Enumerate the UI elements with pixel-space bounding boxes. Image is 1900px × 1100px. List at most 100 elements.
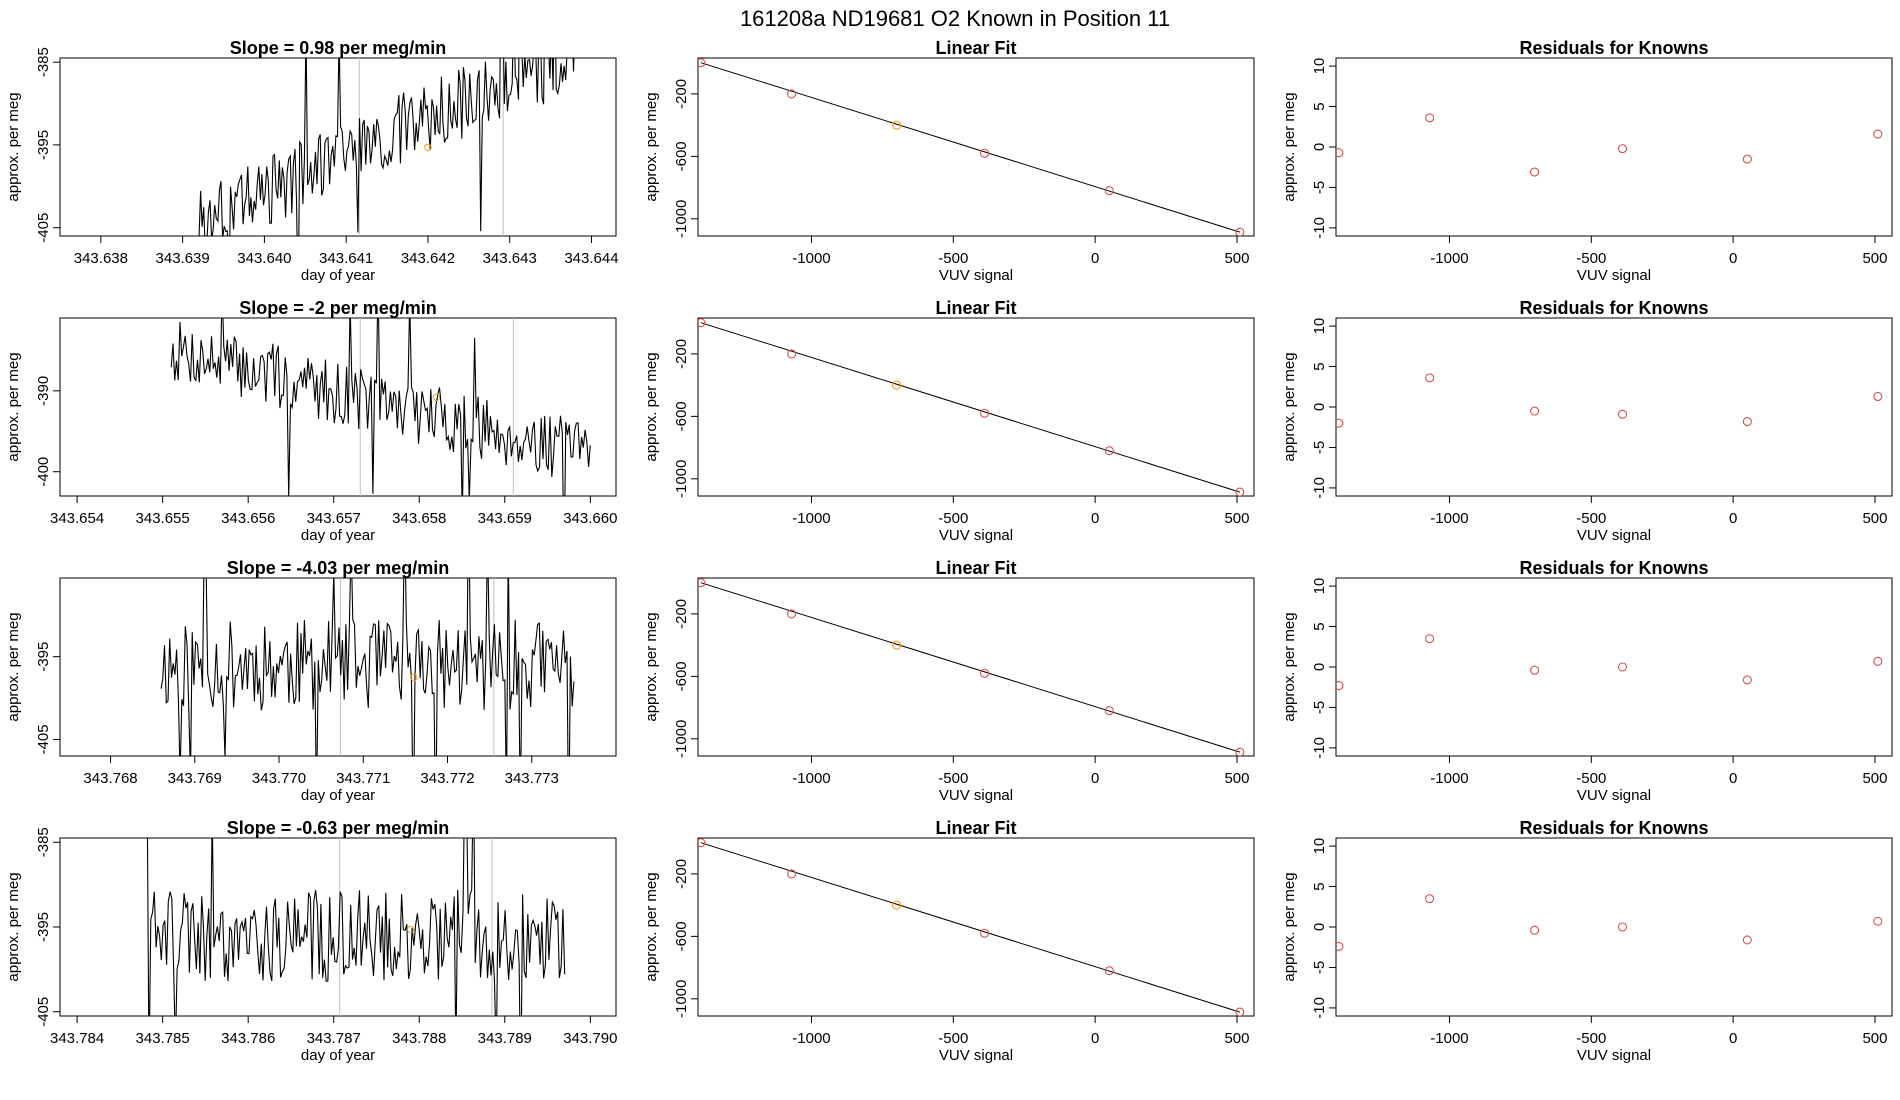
- x-tick-label: 0: [1091, 1030, 1099, 1047]
- chart-title: Linear Fit: [935, 818, 1016, 838]
- plot-area: [1336, 373, 1883, 428]
- x-tick-label: 343.789: [478, 1030, 532, 1047]
- data-point: [1742, 675, 1752, 685]
- plot-frame: [59, 577, 617, 757]
- data-point: [698, 578, 706, 588]
- data-point: [1425, 894, 1435, 904]
- x-tick-label: 343.790: [563, 1030, 617, 1047]
- time-series-line: [146, 838, 566, 1016]
- x-tick-label: 343.660: [563, 510, 617, 527]
- y-tick-label: -1000: [673, 720, 690, 758]
- plot-frame: [59, 837, 617, 1017]
- data-point: [1873, 656, 1883, 666]
- chart-title: Residuals for Knowns: [1519, 38, 1708, 58]
- y-axis-label: approx. per meg: [1281, 612, 1298, 721]
- panel-grid: Slope = 0.98 per meg/min 343.638 343.639 34…: [5, 38, 1893, 1064]
- x-tick-label: -500: [938, 250, 968, 267]
- data-point: [698, 838, 706, 848]
- x-tick-label: 343.658: [392, 510, 446, 527]
- data-point: [787, 89, 797, 99]
- x-tick-label: 343.638: [74, 250, 128, 267]
- x-tick-label: 343.772: [420, 770, 474, 787]
- data-point: [787, 609, 797, 619]
- x-tick-label: 343.773: [505, 770, 559, 787]
- x-tick-label: 343.642: [401, 250, 455, 267]
- data-point: [1336, 941, 1344, 951]
- chart-title: Slope = -2 per meg/min: [239, 298, 437, 318]
- x-tick-label: 343.655: [136, 510, 190, 527]
- y-tick-label: -405: [35, 997, 52, 1027]
- data-point: [1104, 446, 1114, 456]
- data-point: [892, 380, 902, 390]
- data-point: [1235, 227, 1245, 236]
- x-tick-label: 500: [1862, 1030, 1887, 1047]
- fit-line: [700, 842, 1240, 1013]
- data-point: [1104, 186, 1114, 196]
- plot-frame: [697, 317, 1255, 497]
- data-point: [892, 900, 902, 910]
- chart-title: Slope = -0.63 per meg/min: [227, 818, 450, 838]
- y-axis-label: approx. per meg: [5, 352, 22, 461]
- plot-frame: [59, 57, 617, 237]
- data-point: [1617, 409, 1628, 419]
- y-tick-label: -390: [35, 376, 52, 406]
- chart-title: Residuals for Knowns: [1519, 558, 1708, 578]
- y-tick-label: -385: [35, 47, 52, 77]
- x-tick-label: 343.768: [83, 770, 137, 787]
- y-tick-label: -400: [35, 457, 52, 487]
- plot-frame: [1335, 577, 1893, 757]
- x-tick-label: 343.659: [478, 510, 532, 527]
- x-axis-label: VUV signal: [1577, 1047, 1651, 1064]
- x-axis-label: VUV signal: [1577, 527, 1651, 544]
- plot-area: [698, 578, 1245, 756]
- data-point: [1235, 1007, 1245, 1016]
- chart-title: Slope = 0.98 per meg/min: [230, 38, 447, 58]
- page-title: 161208a ND19681 O2 Known in Position 11: [740, 6, 1170, 31]
- y-tick-label: -405: [35, 213, 52, 243]
- x-tick-label: 0: [1729, 250, 1737, 267]
- chart-panel-1-1: Slope = 0.98 per meg/min 343.638 343.639 34…: [5, 38, 619, 284]
- y-tick-label: -10: [1311, 997, 1328, 1019]
- x-tick-label: 343.770: [252, 770, 306, 787]
- x-tick-label: 343.657: [307, 510, 361, 527]
- x-tick-label: -500: [938, 510, 968, 527]
- data-point: [1425, 634, 1435, 644]
- x-tick-label: 343.784: [50, 1030, 104, 1047]
- data-point: [1336, 681, 1344, 691]
- plot-area: [198, 58, 575, 236]
- y-tick-label: 0: [1311, 923, 1328, 931]
- y-tick-label: -395: [35, 130, 52, 160]
- data-point: [979, 928, 990, 938]
- y-tick-label: -1000: [673, 460, 690, 498]
- plot-area: [170, 318, 591, 496]
- data-point: [787, 349, 797, 359]
- x-tick-label: -1000: [792, 770, 830, 787]
- highlight-point: [410, 673, 418, 682]
- time-series-line: [198, 58, 575, 236]
- y-tick-label: -1000: [673, 200, 690, 238]
- data-point: [698, 58, 706, 68]
- x-tick-label: 343.769: [168, 770, 222, 787]
- y-tick-label: -10: [1311, 737, 1328, 759]
- chart-panel-4-1: Slope = -0.63 per meg/min 343.784 343.785 3…: [5, 818, 617, 1064]
- chart-panel-2-2: Linear Fit -1000 -500 0 500 VUV signal -200 -60…: [643, 298, 1255, 544]
- chart-panel-2-1: Slope = -2 per meg/min 343.654 343.655 343.…: [5, 298, 617, 544]
- x-tick-label: 343.641: [319, 250, 373, 267]
- y-tick-label: -600: [673, 661, 690, 691]
- plot-frame: [59, 317, 617, 497]
- y-axis-label: approx. per meg: [1281, 872, 1298, 981]
- data-point: [979, 668, 990, 678]
- x-tick-label: -500: [1576, 1030, 1606, 1047]
- chart-panel-1-2: Linear Fit -1000 -500 0 500 VUV signal -200 -60…: [643, 38, 1255, 284]
- y-axis-label: approx. per meg: [1281, 92, 1298, 201]
- data-point: [1617, 922, 1628, 932]
- y-tick-label: -200: [673, 599, 690, 629]
- x-tick-label: 343.788: [392, 1030, 446, 1047]
- data-point: [1530, 925, 1540, 935]
- y-tick-label: -5: [1311, 961, 1328, 974]
- data-point: [979, 148, 990, 158]
- x-tick-label: -500: [938, 770, 968, 787]
- y-tick-label: -5: [1311, 441, 1328, 454]
- x-tick-label: -1000: [1430, 770, 1468, 787]
- data-point: [1336, 148, 1344, 158]
